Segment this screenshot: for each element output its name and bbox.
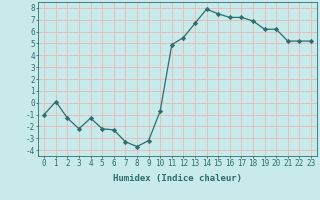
X-axis label: Humidex (Indice chaleur): Humidex (Indice chaleur) (113, 174, 242, 183)
